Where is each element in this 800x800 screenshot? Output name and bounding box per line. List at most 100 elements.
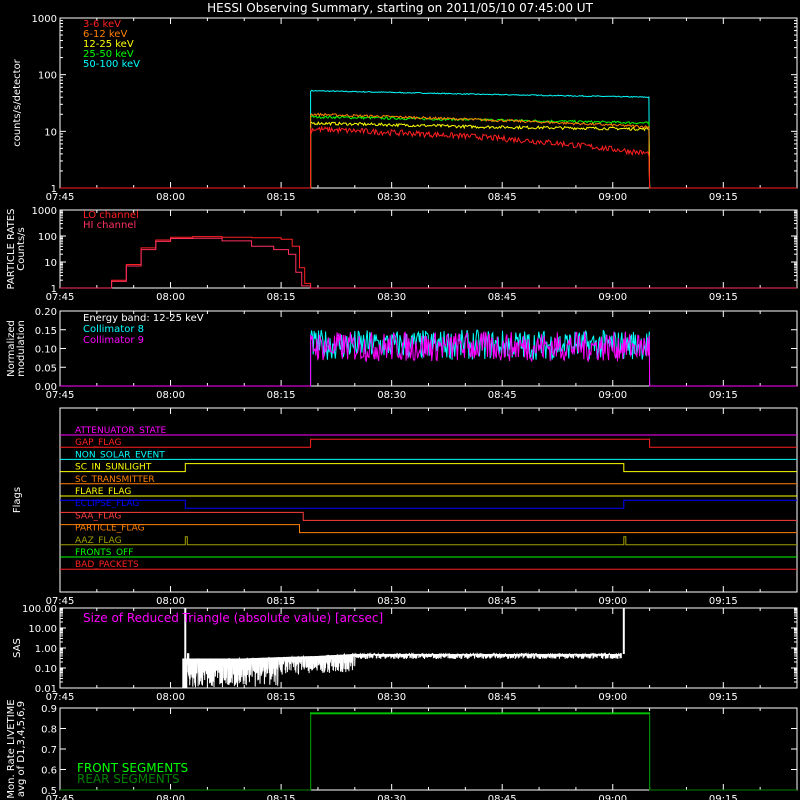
y-axis-label: Counts/s bbox=[16, 227, 27, 271]
y-tick-label: 0.05 bbox=[35, 363, 57, 374]
flag-label: AAZ_FLAG bbox=[75, 536, 122, 546]
x-tick-label: 08:30 bbox=[377, 192, 406, 203]
x-tick-label: 08:30 bbox=[377, 692, 406, 703]
legend-entry: Collimator 9 bbox=[83, 335, 144, 346]
flag-line-saa_flag bbox=[60, 511, 797, 521]
series-line-HI-channel bbox=[60, 237, 797, 289]
x-tick-label: 07:45 bbox=[46, 692, 75, 703]
y-tick-label: 0.10 bbox=[35, 664, 57, 675]
legend-entry: 50-100 keV bbox=[83, 59, 140, 70]
x-tick-label: 07:45 bbox=[46, 292, 75, 303]
x-tick-label: 09:15 bbox=[709, 596, 738, 607]
x-tick-label: 09:00 bbox=[598, 390, 627, 401]
x-tick-label: 09:00 bbox=[598, 692, 627, 703]
x-tick-label: 08:30 bbox=[377, 390, 406, 401]
flag-line-gap_flag bbox=[60, 438, 797, 448]
x-tick-label: 08:15 bbox=[267, 692, 296, 703]
series-line-LO-channel bbox=[60, 236, 797, 289]
x-tick-label: 08:45 bbox=[488, 390, 517, 401]
x-tick-label: 08:00 bbox=[156, 390, 185, 401]
modulation-panel: 07:45 08:00 08:15 08:30 08:45 09:00 09:15 0.00 0… bbox=[6, 307, 798, 401]
legend-entry: LO channel bbox=[83, 210, 139, 221]
x-tick-label: 08:15 bbox=[267, 794, 296, 800]
x-tick-label: 08:30 bbox=[377, 596, 406, 607]
x-tick-label: 08:45 bbox=[488, 794, 517, 800]
flag-label: GAP_FLAG bbox=[75, 438, 121, 448]
y-axis-label: SAS bbox=[12, 638, 23, 658]
legend-entry: Collimator 8 bbox=[83, 324, 144, 335]
flag-line-particle_flag bbox=[60, 524, 797, 534]
x-tick-label: 08:45 bbox=[488, 192, 517, 203]
particles-frame bbox=[59, 209, 798, 289]
x-tick-label: 09:15 bbox=[709, 390, 738, 401]
energy-band-annotation: Energy band: 12-25 keV bbox=[83, 313, 204, 324]
y-tick-label: 0.8 bbox=[41, 725, 57, 736]
series-line-50-100-keV bbox=[60, 89, 797, 189]
y-tick-label: 1000 bbox=[32, 206, 57, 217]
y-tick-label: 100.00 bbox=[22, 604, 57, 615]
flag-label: SC_IN_SUNLIGHT bbox=[75, 463, 152, 473]
series-line-6-12-keV bbox=[60, 112, 797, 189]
x-tick-label: 07:45 bbox=[46, 794, 75, 800]
x-tick-label: 08:15 bbox=[267, 596, 296, 607]
flag-label: FLARE_FLAG bbox=[75, 487, 131, 497]
x-tick-label: 08:45 bbox=[488, 596, 517, 607]
livetime-panel: 07:45 08:00 08:15 08:30 08:45 09:00 09:15 0.5 0.… bbox=[6, 699, 798, 800]
y-tick-label: 0.5 bbox=[41, 786, 57, 797]
sas-edge-block bbox=[182, 658, 188, 688]
x-tick-label: 09:00 bbox=[598, 794, 627, 800]
flag-line-aaz_flag bbox=[60, 536, 797, 546]
x-tick-label: 07:45 bbox=[46, 596, 75, 607]
y-tick-label: 1000 bbox=[32, 14, 57, 25]
x-tick-label: 08:00 bbox=[156, 192, 185, 203]
y-tick-label: 10 bbox=[44, 258, 57, 269]
figure-title: HESSI Observing Summary, starting on 201… bbox=[207, 1, 593, 15]
y-tick-label: 0.01 bbox=[35, 684, 57, 695]
y-tick-label: 1 bbox=[51, 184, 57, 195]
y-tick-label: 0.20 bbox=[35, 307, 57, 318]
flag-label: NON_SOLAR_EVENT bbox=[75, 450, 165, 460]
flag-label: ATTENUATOR_STATE bbox=[75, 426, 167, 436]
x-tick-label: 08:00 bbox=[156, 794, 185, 800]
flag-label: FRONTS_OFF bbox=[75, 548, 133, 558]
y-tick-label: 10 bbox=[44, 127, 57, 138]
y-tick-label: 0.9 bbox=[41, 704, 57, 715]
x-tick-label: 08:15 bbox=[267, 390, 296, 401]
y-tick-label: 100 bbox=[38, 71, 57, 82]
legend-entry: FRONT SEGMENTS bbox=[77, 761, 188, 775]
x-tick-label: 09:00 bbox=[598, 292, 627, 303]
flag-label: PARTICLE_FLAG bbox=[75, 524, 145, 534]
y-tick-label: 0.6 bbox=[41, 766, 57, 777]
series-line-Collimator-8 bbox=[60, 329, 797, 387]
series-line-12-25-keV bbox=[60, 120, 797, 189]
flag-label: BAD_PACKETS bbox=[75, 560, 139, 570]
y-axis-label: Mon. Rate LIVETIME bbox=[6, 699, 17, 798]
sas-annotation: Size of Reduced Triangle (absolute value… bbox=[83, 611, 383, 625]
x-tick-label: 09:15 bbox=[709, 192, 738, 203]
x-tick-label: 07:45 bbox=[46, 390, 75, 401]
series-line-REAR-SEGMENTS bbox=[60, 713, 797, 791]
x-tick-label: 08:15 bbox=[267, 292, 296, 303]
x-tick-label: 09:15 bbox=[709, 794, 738, 800]
y-tick-label: 1.00 bbox=[35, 644, 57, 655]
y-tick-label: 0.00 bbox=[35, 382, 57, 393]
sas-panel: 07:45 08:00 08:15 08:30 08:45 09:00 09:15 0.01 0… bbox=[12, 604, 798, 703]
flag-line-sc_in_sunlight bbox=[60, 463, 797, 473]
series-line-3-6-keV bbox=[60, 125, 797, 189]
legend-entry: HI channel bbox=[83, 220, 136, 231]
x-tick-label: 09:15 bbox=[709, 692, 738, 703]
y-axis-label: PARTICLE RATES bbox=[6, 209, 17, 290]
sas-series-line bbox=[187, 652, 622, 688]
legend-entry: 3-6 keV bbox=[83, 19, 121, 30]
x-tick-label: 08:00 bbox=[156, 596, 185, 607]
countrates-frame bbox=[59, 17, 798, 189]
x-tick-label: 08:15 bbox=[267, 192, 296, 203]
series-line-Collimator-9 bbox=[60, 330, 797, 387]
x-tick-label: 09:15 bbox=[709, 292, 738, 303]
y-tick-label: 0.7 bbox=[41, 745, 57, 756]
y-axis-label: counts/s/detector bbox=[12, 58, 23, 146]
x-tick-label: 08:30 bbox=[377, 794, 406, 800]
y-tick-label: 0.10 bbox=[35, 345, 57, 356]
y-axis-label: modulation bbox=[16, 320, 27, 377]
